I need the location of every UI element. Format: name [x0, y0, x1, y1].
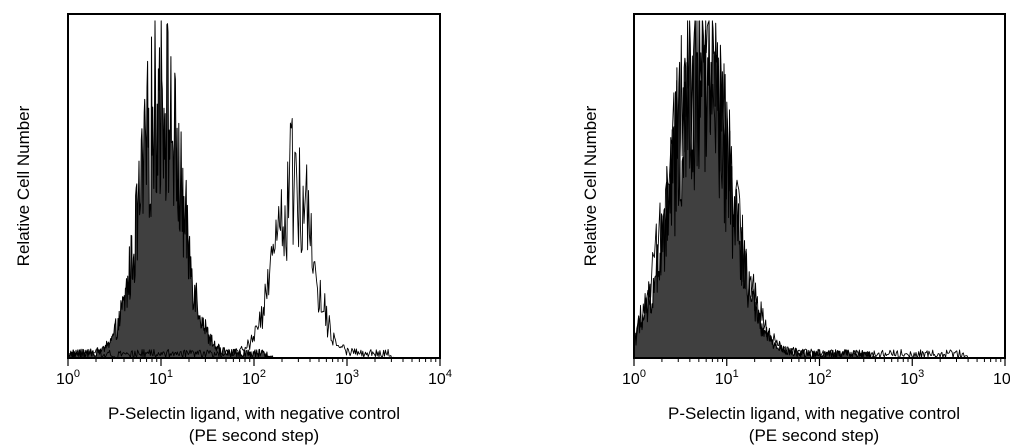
stained-sample-histogram: [67, 118, 394, 359]
histogram-panel-right: 100 101 102 103 104 Relative Cell Number P-S…: [505, 0, 1010, 448]
x-axis-label-line2: (PE second step): [748, 426, 880, 445]
histogram-chart: 100 101 102 103 104: [622, 13, 1010, 388]
x-tick-label: 100: [622, 368, 646, 388]
x-tick-label: 101: [149, 368, 173, 388]
x-axis-label-line1: P-Selectin ligand, with negative control: [668, 404, 960, 423]
histogram-panel-left: 100 101 102 103 104 Relative Cell Number P-S…: [0, 0, 505, 448]
stained-sample-histogram: [633, 20, 969, 359]
x-tick-label: 101: [715, 368, 739, 388]
y-axis-label: Relative Cell Number: [14, 105, 33, 267]
x-tick-label: 100: [56, 368, 80, 388]
x-tick-label: 102: [242, 368, 266, 388]
x-tick-label: 104: [428, 368, 452, 388]
x-axis-label-line2: (PE second step): [188, 426, 320, 445]
y-axis-label: Relative Cell Number: [581, 105, 600, 267]
negative-control-histogram: [633, 20, 876, 359]
x-tick-label: 103: [335, 368, 359, 388]
x-tick-label: 102: [808, 368, 832, 388]
x-axis-label: P-Selectin ligand, with negative control…: [668, 403, 960, 447]
x-axis-label-line1: P-Selectin ligand, with negative control: [108, 404, 400, 423]
x-tick-label: 104: [993, 368, 1010, 388]
negative-control-histogram: [67, 20, 274, 359]
x-tick-label: 103: [900, 368, 924, 388]
histogram-chart: 100 101 102 103 104: [56, 13, 452, 388]
x-axis-label: P-Selectin ligand, with negative control…: [108, 403, 400, 447]
